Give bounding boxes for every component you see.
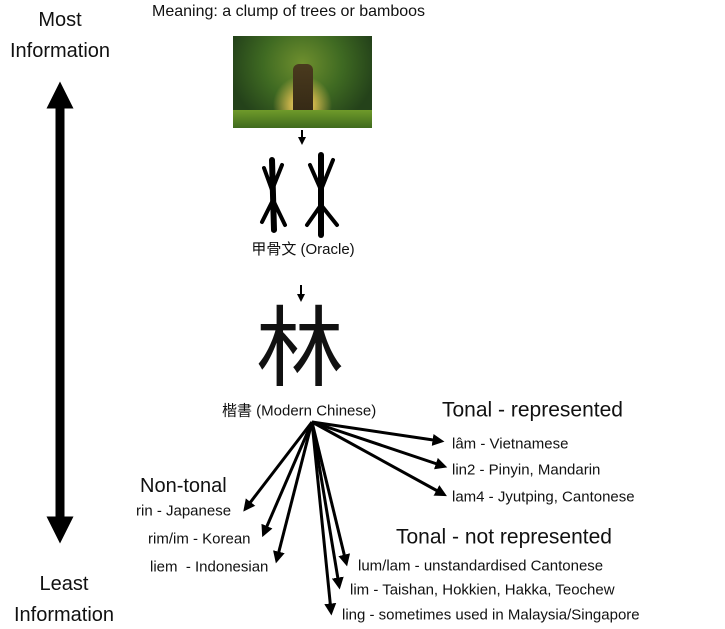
reading-vietnamese: lâm - Vietnamese <box>452 435 569 453</box>
least-label: Least <box>39 573 89 595</box>
information-bottom-label: Information <box>13 604 115 626</box>
arrow-unstandardised-cantonese <box>310 421 351 567</box>
modern-character: 林 <box>256 297 345 400</box>
tonal-not-represented-heading: Tonal - not represented <box>396 525 612 549</box>
meaning-text: Meaning: a clump of trees or bamboos <box>152 3 426 20</box>
arrow-cantonese <box>311 420 447 497</box>
arrow-vietnamese <box>311 420 445 446</box>
arrow-indonesian <box>273 421 314 564</box>
oracle-glyph <box>260 152 339 238</box>
reading-indonesian: liem - Indonesian <box>150 558 269 576</box>
modern-label: 楷書 (Modern Chinese) <box>222 402 377 420</box>
non-tonal-heading: Non-tonal <box>140 475 227 497</box>
reading-japanese: rin - Japanese <box>136 502 232 520</box>
tonal-represented-heading: Tonal - represented <box>442 398 623 422</box>
oracle-label: 甲骨文 (Oracle) <box>251 241 355 258</box>
arrow-japanese <box>243 421 314 512</box>
reading-cantonese: lam4 - Jyutping, Cantonese <box>452 488 635 506</box>
reading-korean: rim/im - Korean <box>148 530 251 548</box>
reading-mandarin: lin2 - Pinyin, Mandarin <box>452 461 601 479</box>
arrow-malaysia <box>310 421 337 616</box>
reading-unstandardised-cantonese: lum/lam - unstandardised Cantonese <box>358 557 604 575</box>
most-label: Most <box>38 9 82 31</box>
reading-taishan-hokkien: lim - Taishan, Hokkien, Hakka, Teochew <box>350 581 615 599</box>
information-top-label: Information <box>9 40 111 62</box>
arrow-mandarin <box>311 420 448 470</box>
arrow-korean <box>261 421 314 538</box>
arrow-taishan <box>310 421 344 590</box>
reading-malaysia-singapore: ling - sometimes used in Malaysia/Singap… <box>342 606 640 624</box>
tree-photo <box>233 36 372 128</box>
